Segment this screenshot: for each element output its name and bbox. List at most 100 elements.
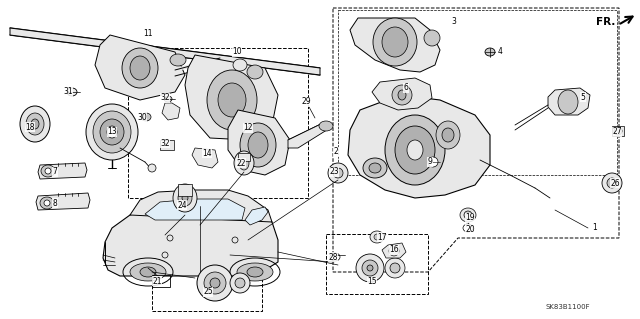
- Ellipse shape: [602, 173, 622, 193]
- Ellipse shape: [356, 254, 384, 282]
- Text: 2: 2: [333, 147, 339, 157]
- Ellipse shape: [330, 253, 340, 261]
- Ellipse shape: [407, 140, 423, 160]
- Ellipse shape: [230, 273, 250, 293]
- Ellipse shape: [390, 263, 400, 273]
- Text: 22: 22: [236, 159, 246, 167]
- Text: 13: 13: [107, 128, 117, 137]
- Ellipse shape: [392, 85, 412, 105]
- Polygon shape: [95, 35, 185, 100]
- Text: 3: 3: [452, 18, 456, 26]
- Text: SK83B1100F: SK83B1100F: [546, 304, 590, 310]
- Polygon shape: [145, 199, 245, 220]
- Text: 8: 8: [52, 198, 58, 207]
- Text: 9: 9: [428, 158, 433, 167]
- Text: 32: 32: [160, 93, 170, 102]
- Text: 29: 29: [301, 98, 311, 107]
- Bar: [178, 184, 192, 196]
- Polygon shape: [185, 55, 278, 140]
- Ellipse shape: [395, 126, 435, 174]
- Polygon shape: [372, 78, 432, 110]
- Ellipse shape: [424, 30, 440, 46]
- Text: 4: 4: [497, 48, 502, 56]
- Ellipse shape: [67, 88, 77, 96]
- Ellipse shape: [164, 96, 172, 102]
- Ellipse shape: [363, 158, 387, 178]
- Ellipse shape: [460, 208, 476, 222]
- Ellipse shape: [428, 157, 438, 167]
- Ellipse shape: [107, 126, 117, 138]
- Ellipse shape: [207, 70, 257, 130]
- Text: 1: 1: [593, 224, 597, 233]
- Text: 10: 10: [232, 48, 242, 56]
- Ellipse shape: [140, 267, 156, 277]
- Ellipse shape: [141, 113, 151, 121]
- Ellipse shape: [239, 156, 249, 170]
- Text: 32: 32: [160, 138, 170, 147]
- Ellipse shape: [93, 111, 131, 153]
- Ellipse shape: [237, 263, 273, 281]
- Text: 19: 19: [465, 213, 475, 222]
- Bar: [160, 140, 174, 150]
- Polygon shape: [162, 103, 180, 120]
- Polygon shape: [348, 95, 490, 198]
- Ellipse shape: [328, 163, 348, 183]
- Ellipse shape: [233, 59, 247, 71]
- Polygon shape: [36, 193, 90, 210]
- Ellipse shape: [319, 121, 333, 131]
- Ellipse shape: [182, 195, 188, 201]
- Polygon shape: [288, 122, 330, 148]
- Ellipse shape: [464, 211, 472, 219]
- Text: 5: 5: [580, 93, 586, 101]
- Text: 26: 26: [610, 179, 620, 188]
- Ellipse shape: [436, 121, 460, 149]
- Text: 31: 31: [63, 87, 73, 97]
- Polygon shape: [38, 163, 87, 179]
- Ellipse shape: [218, 83, 246, 117]
- Ellipse shape: [442, 128, 454, 142]
- Ellipse shape: [235, 278, 245, 288]
- Text: 27: 27: [612, 128, 622, 137]
- Ellipse shape: [485, 48, 495, 56]
- Text: 25: 25: [203, 287, 213, 296]
- Ellipse shape: [333, 168, 343, 178]
- Text: 15: 15: [367, 278, 377, 286]
- Ellipse shape: [210, 278, 220, 288]
- Ellipse shape: [31, 119, 39, 129]
- Polygon shape: [350, 18, 440, 72]
- Bar: [152, 275, 170, 287]
- Text: 11: 11: [143, 29, 153, 39]
- Ellipse shape: [374, 234, 380, 240]
- Ellipse shape: [240, 123, 276, 167]
- Ellipse shape: [247, 267, 263, 277]
- Ellipse shape: [44, 200, 50, 206]
- Ellipse shape: [122, 48, 158, 88]
- Bar: [612, 126, 624, 136]
- Polygon shape: [103, 205, 278, 276]
- Ellipse shape: [385, 258, 405, 278]
- Ellipse shape: [20, 106, 50, 142]
- Polygon shape: [548, 88, 590, 115]
- Text: 30: 30: [137, 113, 147, 122]
- Text: 23: 23: [329, 167, 339, 176]
- Text: 21: 21: [152, 277, 162, 286]
- Text: 12: 12: [243, 123, 253, 132]
- Ellipse shape: [382, 27, 408, 57]
- Ellipse shape: [45, 168, 51, 174]
- Ellipse shape: [248, 132, 268, 158]
- Text: 6: 6: [404, 84, 408, 93]
- Bar: [238, 153, 250, 161]
- Text: 17: 17: [377, 233, 387, 241]
- Ellipse shape: [362, 260, 378, 276]
- Polygon shape: [245, 207, 268, 225]
- Ellipse shape: [234, 151, 254, 175]
- Text: 20: 20: [465, 225, 475, 234]
- Ellipse shape: [197, 265, 233, 301]
- Polygon shape: [130, 190, 272, 222]
- Ellipse shape: [173, 184, 197, 212]
- Ellipse shape: [247, 65, 263, 79]
- Ellipse shape: [367, 265, 373, 271]
- Text: 7: 7: [52, 167, 58, 176]
- Ellipse shape: [170, 54, 186, 66]
- Ellipse shape: [463, 224, 473, 232]
